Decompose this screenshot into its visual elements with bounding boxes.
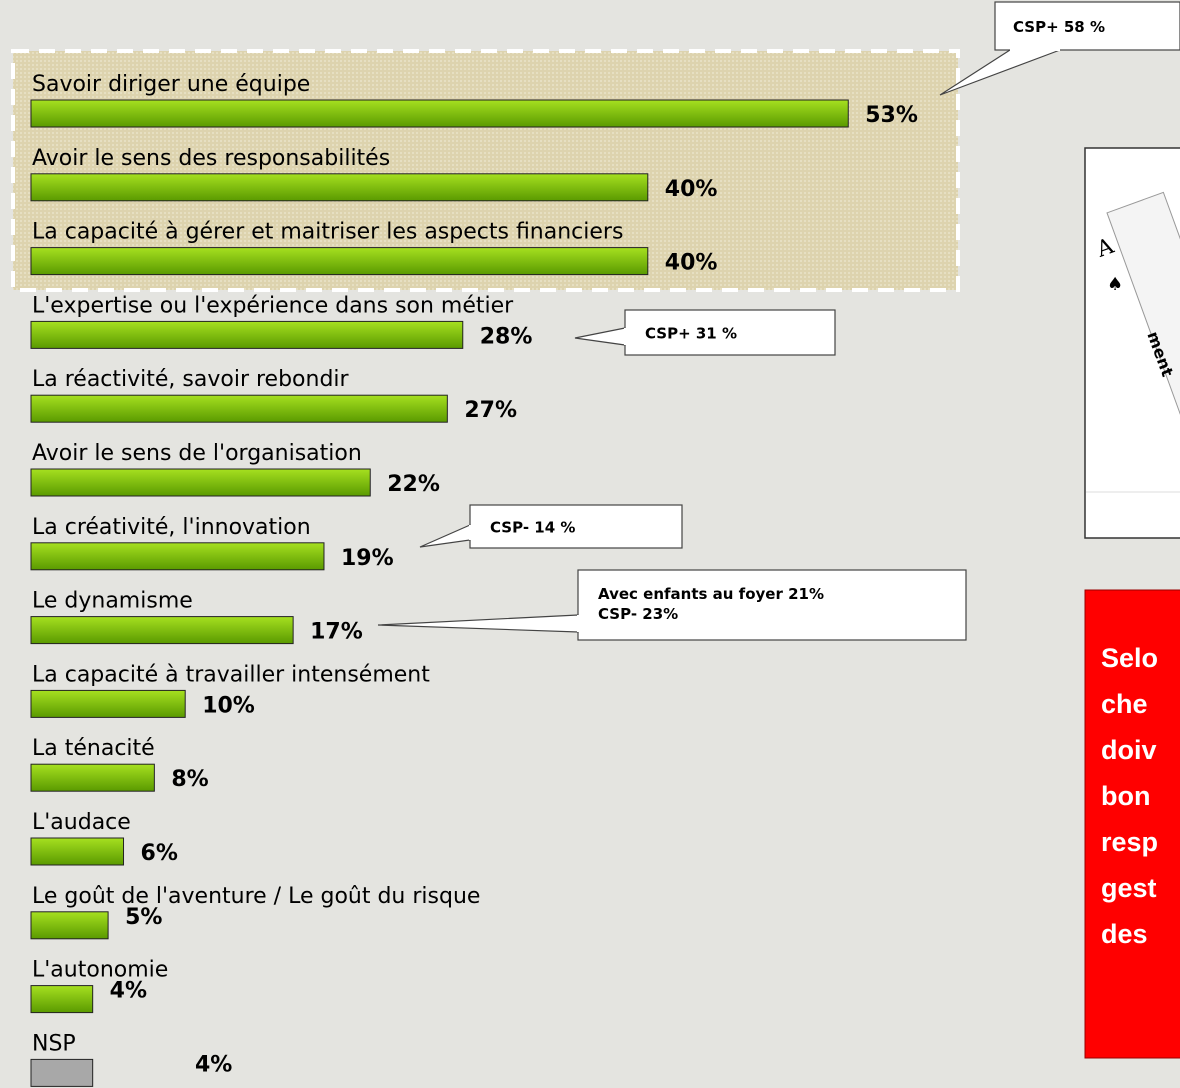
value-label: 28% [480, 324, 533, 349]
value-label: 53% [865, 103, 918, 128]
category-label: La réactivité, savoir rebondir [32, 367, 350, 392]
bar [31, 174, 648, 201]
value-label: 5% [125, 905, 162, 930]
category-label: La capacité à travailler intensément [32, 662, 430, 687]
value-label: 40% [665, 251, 718, 276]
value-label: 8% [171, 767, 208, 792]
category-label: La capacité à gérer et maitriser les asp… [32, 220, 623, 245]
bar [31, 617, 293, 644]
category-label: La ténacité [32, 736, 155, 761]
bar [31, 690, 185, 717]
callout-text: CSP+ 58 % [1013, 18, 1105, 36]
callout-text: CSP+ 31 % [645, 325, 737, 343]
side-note-text: bon [1101, 781, 1150, 811]
value-label: 27% [464, 398, 517, 423]
page: A ♠ ment Savoir diriger une équipe53%Avo… [0, 0, 1180, 1088]
value-label: 4% [110, 979, 147, 1004]
value-label: 19% [341, 546, 394, 571]
category-label: La créativité, l'innovation [32, 515, 311, 540]
callout-text: CSP- 14 % [490, 519, 575, 537]
callout-text: CSP- 23% [598, 605, 678, 623]
category-label: Savoir diriger une équipe [32, 72, 310, 97]
side-note-text: resp [1101, 827, 1158, 857]
callout-text: Avec enfants au foyer 21% [598, 585, 824, 603]
category-label: L'expertise ou l'expérience dans son mét… [32, 293, 514, 318]
bar [31, 838, 124, 865]
value-label: 40% [665, 177, 718, 202]
bar [31, 912, 108, 939]
bar [31, 986, 93, 1013]
category-label: NSP [32, 1031, 76, 1056]
value-label: 17% [310, 620, 363, 645]
side-note-text: Selo [1101, 643, 1158, 673]
bar [31, 321, 463, 348]
category-label: L'autonomie [32, 958, 168, 983]
bar [31, 100, 848, 127]
side-note-text: gest [1101, 873, 1157, 903]
bar [31, 543, 324, 570]
side-note-text: che [1101, 689, 1148, 719]
category-label: Avoir le sens des responsabilités [32, 146, 390, 171]
value-label: 4% [195, 1052, 232, 1077]
category-label: Le dynamisme [32, 589, 193, 614]
bar [31, 469, 370, 496]
category-label: L'audace [32, 810, 131, 835]
bar [31, 395, 447, 422]
card-suit: ♠ [1107, 274, 1123, 295]
bar [31, 764, 154, 791]
side-note-text: doiv [1101, 735, 1157, 765]
category-label: Le goût de l'aventure / Le goût du risqu… [32, 884, 480, 909]
value-label: 6% [141, 841, 178, 866]
bar [31, 1059, 93, 1086]
value-label: 10% [202, 693, 255, 718]
value-label: 22% [387, 472, 440, 497]
bar [31, 248, 648, 275]
side-note-text: des [1101, 919, 1148, 949]
category-label: Avoir le sens de l'organisation [32, 441, 362, 466]
